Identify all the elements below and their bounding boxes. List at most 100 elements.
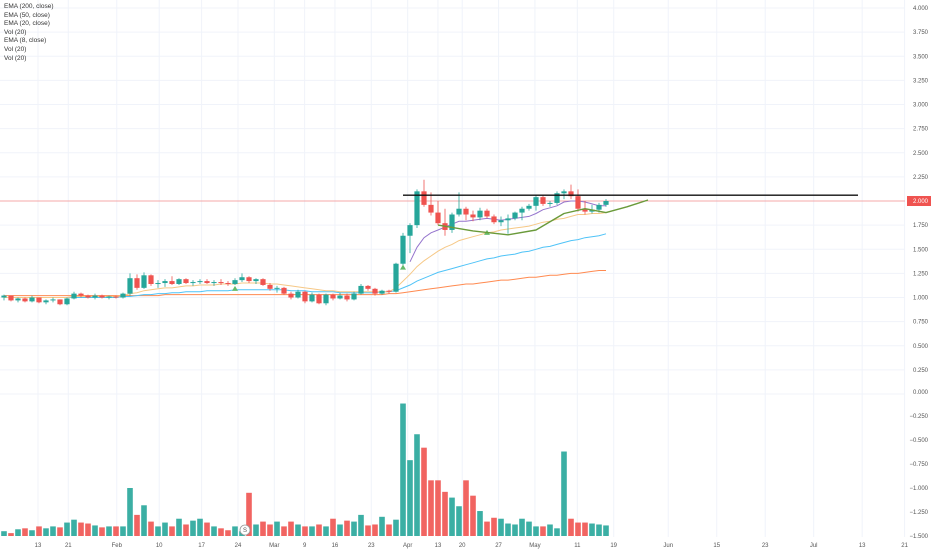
candle-body <box>456 208 462 215</box>
legend-item[interactable]: EMA (50, close) <box>4 11 50 19</box>
grid <box>0 0 906 537</box>
volume-tick-label: −1.000 <box>909 486 928 492</box>
volume-bar <box>36 526 42 536</box>
candle-body <box>414 191 420 226</box>
time-tick-label: 13 <box>859 543 866 549</box>
time-tick-label: 23 <box>762 543 769 549</box>
time-tick-label: 15 <box>713 543 720 549</box>
volume-bar <box>323 526 329 536</box>
candle-body <box>470 214 476 218</box>
price-tick-label: 4.000 <box>913 6 929 12</box>
volume-bar <box>71 519 77 536</box>
volume-bar <box>92 525 98 536</box>
volume-bar <box>127 488 133 536</box>
volume-bar <box>547 524 553 536</box>
volume-bar <box>603 525 609 536</box>
candle-body <box>274 287 280 289</box>
time-tick-label: 11 <box>574 543 581 549</box>
candle-body <box>407 225 413 236</box>
candle-body <box>99 295 105 298</box>
volume-bar <box>379 516 385 536</box>
candle-body <box>148 275 154 284</box>
legend-item[interactable]: Vol (20) <box>4 28 27 36</box>
time-axis[interactable]: 13 21 Feb 10 17 24 Mar 9 16 23 Apr 13 20 27 May 11 19 Jun… <box>35 543 909 549</box>
candle-body <box>463 208 469 215</box>
candle-body <box>484 210 490 217</box>
volume-bar <box>589 523 595 536</box>
time-tick-label: 21 <box>65 543 72 549</box>
candle-body <box>113 296 119 298</box>
volume-bar <box>463 480 469 536</box>
volume-tick-label: 0.000 <box>913 390 929 396</box>
volume-bar <box>106 526 112 536</box>
candle-body <box>127 278 133 294</box>
volume-bar <box>120 526 126 536</box>
volume-bar <box>197 518 203 536</box>
candle-body <box>512 212 518 219</box>
volume-bar <box>281 526 287 536</box>
volume-tick-label: −0.250 <box>909 414 928 420</box>
candle-body <box>519 208 525 213</box>
legend-item[interactable]: Vol (20) <box>4 45 27 53</box>
candle-body <box>176 279 182 284</box>
candle-body <box>162 281 168 284</box>
cup-curve <box>437 199 649 236</box>
volume-bar <box>491 517 497 536</box>
candle-body <box>50 299 56 301</box>
candle-body <box>246 277 252 282</box>
legend-item[interactable]: Vol (20) <box>4 54 27 62</box>
signal-markers: S <box>232 229 490 536</box>
volume-bar <box>295 524 301 536</box>
candle-body <box>78 293 84 296</box>
price-tick-label: 1.750 <box>913 223 929 229</box>
volume-bar <box>449 497 455 536</box>
candle-body <box>239 277 245 281</box>
candle-body <box>561 191 567 194</box>
candle-body <box>596 204 602 210</box>
candle-body <box>344 295 350 300</box>
volume-tick-label: −0.750 <box>909 462 928 468</box>
volume-bar <box>351 521 357 536</box>
price-tick-label: 2.250 <box>913 175 929 181</box>
candle-body <box>309 294 315 302</box>
volume-bar <box>274 521 280 536</box>
drawings[interactable] <box>403 194 858 236</box>
candle-body <box>197 281 203 283</box>
volume-bar <box>358 514 364 536</box>
time-tick-label: 19 <box>610 543 617 549</box>
candle-body <box>491 216 497 223</box>
volume-bar <box>190 520 196 536</box>
volume-bar <box>43 528 49 536</box>
legend-item[interactable]: EMA (8, close) <box>4 37 47 45</box>
price-tick-label: 3.000 <box>913 103 929 109</box>
time-tick-label: Mar <box>269 543 279 549</box>
volume-bar <box>428 480 434 536</box>
volume-bar <box>162 522 168 536</box>
price-axis[interactable]: 4.000 3.750 3.500 3.250 3.000 2.750 2.500 2.250… <box>907 6 931 540</box>
candle-body <box>120 293 126 298</box>
candle-body <box>498 220 504 223</box>
candle-body <box>85 295 91 298</box>
volume-bar <box>533 526 539 536</box>
volume-bar <box>596 524 602 536</box>
time-tick-label: 20 <box>459 543 466 549</box>
candle-body <box>351 293 357 300</box>
volume-bar <box>365 525 371 536</box>
legend-item[interactable]: EMA (20, close) <box>4 20 50 28</box>
volume-bar <box>519 518 525 536</box>
volume-bar <box>456 506 462 536</box>
candle-body <box>358 285 364 294</box>
price-tick-label: 1.250 <box>913 271 929 277</box>
volume-bar <box>414 434 420 536</box>
candle-body <box>22 298 28 302</box>
volume-bar <box>442 491 448 536</box>
price-tick-label: 3.500 <box>913 54 929 60</box>
candle-body <box>225 283 231 285</box>
volume-bar <box>435 480 441 536</box>
triangle-marker <box>400 264 406 270</box>
candle-body <box>330 294 336 299</box>
candle-body <box>57 299 63 305</box>
legend-item[interactable]: EMA (200, close) <box>4 3 54 10</box>
candle-body <box>435 212 441 224</box>
